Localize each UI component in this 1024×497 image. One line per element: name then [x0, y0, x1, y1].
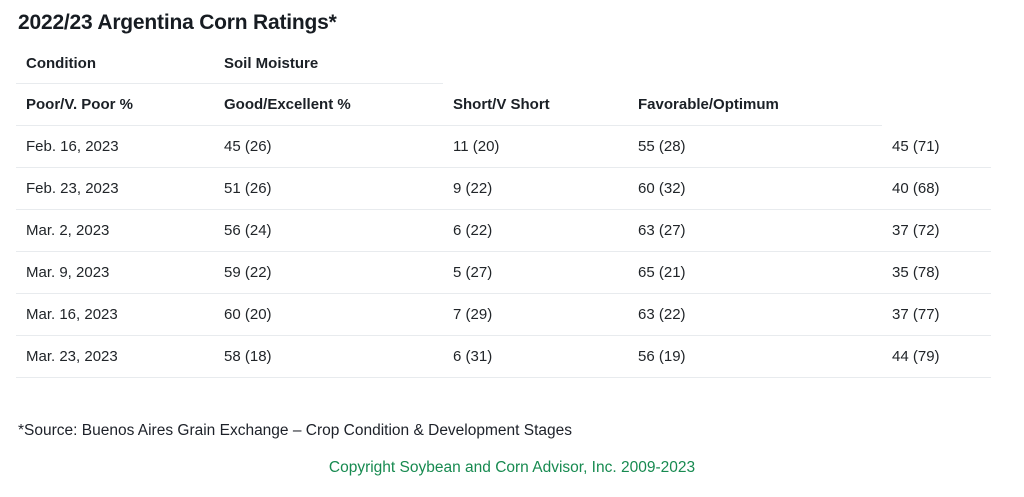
value-cell: 56 (19) — [628, 335, 882, 378]
value-cell: 6 (22) — [443, 209, 628, 252]
date-cell: Mar. 9, 2023 — [16, 251, 214, 294]
copyright-line: Copyright Soybean and Corn Advisor, Inc.… — [0, 459, 1024, 477]
column-header-favorable-optimum: Favorable/Optimum — [628, 83, 882, 126]
date-cell: Mar. 2, 2023 — [16, 209, 214, 252]
value-cell: 9 (22) — [443, 167, 628, 210]
value-cell: 60 (32) — [628, 167, 882, 210]
table-row: Mar. 2, 2023 56 (24) 6 (22) 63 (27) 37 (… — [16, 209, 991, 252]
date-cell: Feb. 16, 2023 — [16, 125, 214, 168]
value-cell: 45 (71) — [882, 125, 991, 168]
source-note: *Source: Buenos Aires Grain Exchange – C… — [18, 422, 573, 439]
value-cell: 5 (27) — [443, 251, 628, 294]
copyright-link[interactable]: Copyright Soybean and Corn Advisor, Inc.… — [328, 459, 696, 476]
table-row: Mar. 23, 2023 58 (18) 6 (31) 56 (19) 44 … — [16, 335, 991, 378]
column-header-row: Poor/V. Poor % Good/Excellent % Short/V … — [16, 83, 991, 126]
table-row: Mar. 16, 2023 60 (20) 7 (29) 63 (22) 37 … — [16, 293, 991, 336]
group-header-soil-moisture: Soil Moisture — [214, 44, 443, 84]
value-cell: 7 (29) — [443, 293, 628, 336]
table-row: Mar. 9, 2023 59 (22) 5 (27) 65 (21) 35 (… — [16, 251, 991, 294]
value-cell: 63 (22) — [628, 293, 882, 336]
column-header-spacer — [882, 84, 991, 126]
value-cell: 65 (21) — [628, 251, 882, 294]
value-cell: 37 (77) — [882, 293, 991, 336]
value-cell: 11 (20) — [443, 125, 628, 168]
value-cell: 6 (31) — [443, 335, 628, 378]
table-row: Feb. 16, 2023 45 (26) 11 (20) 55 (28) 45… — [16, 125, 991, 168]
date-cell: Mar. 23, 2023 — [16, 335, 214, 378]
value-cell: 63 (27) — [628, 209, 882, 252]
value-cell: 60 (20) — [214, 293, 443, 336]
column-header-poor-v-poor: Poor/V. Poor % — [16, 83, 214, 126]
group-header-spacer — [882, 44, 991, 84]
value-cell: 44 (79) — [882, 335, 991, 378]
column-header-short-v-short: Short/V Short — [443, 83, 628, 126]
table-row: Feb. 23, 2023 51 (26) 9 (22) 60 (32) 40 … — [16, 167, 991, 210]
value-cell: 37 (72) — [882, 209, 991, 252]
value-cell: 56 (24) — [214, 209, 443, 252]
date-cell: Feb. 23, 2023 — [16, 167, 214, 210]
column-header-good-excellent: Good/Excellent % — [214, 83, 443, 126]
value-cell: 58 (18) — [214, 335, 443, 378]
value-cell: 35 (78) — [882, 251, 991, 294]
group-header-spacer — [443, 44, 628, 84]
group-header-condition: Condition — [16, 44, 214, 84]
value-cell: 59 (22) — [214, 251, 443, 294]
value-cell: 55 (28) — [628, 125, 882, 168]
value-cell: 51 (26) — [214, 167, 443, 210]
date-cell: Mar. 16, 2023 — [16, 293, 214, 336]
group-header-spacer — [628, 44, 882, 84]
corn-ratings-table: Condition Soil Moisture Poor/V. Poor % G… — [16, 44, 991, 378]
value-cell: 40 (68) — [882, 167, 991, 210]
group-header-row: Condition Soil Moisture — [16, 44, 991, 84]
page-title: 2022/23 Argentina Corn Ratings* — [18, 11, 337, 34]
value-cell: 45 (26) — [214, 125, 443, 168]
